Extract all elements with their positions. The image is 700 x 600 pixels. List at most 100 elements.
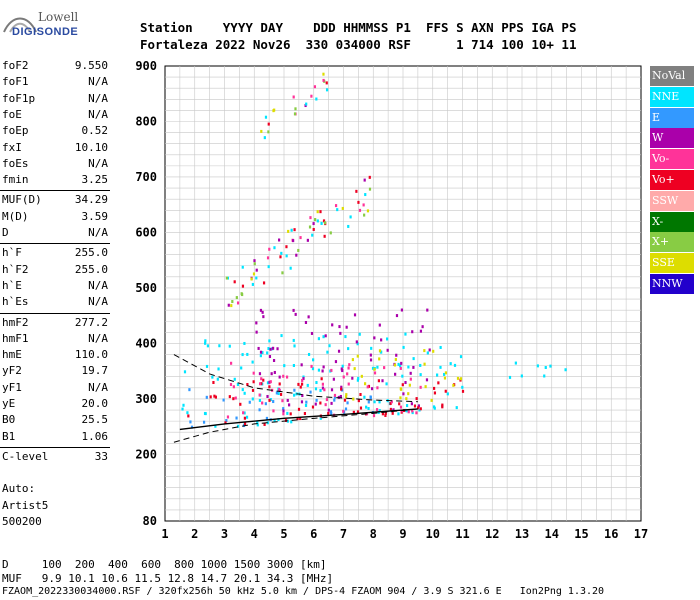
echo-point	[325, 398, 329, 402]
echo-point	[251, 360, 254, 364]
y-tick-label: 200	[135, 447, 157, 461]
echo-point	[436, 373, 439, 377]
echo-point	[278, 382, 281, 386]
echo-point	[340, 367, 343, 371]
auto-version: 500200	[2, 515, 42, 528]
echo-point	[206, 344, 210, 348]
echo-point	[346, 372, 349, 376]
echo-point	[325, 88, 329, 92]
echo-point	[268, 380, 271, 384]
echo-point	[407, 410, 410, 414]
echo-point	[341, 369, 344, 373]
echo-point	[252, 272, 256, 276]
echo-point	[325, 81, 328, 85]
echo-point	[262, 378, 265, 382]
echo-point	[376, 365, 379, 369]
echo-point	[389, 401, 392, 405]
echo-point	[286, 419, 289, 423]
logo-lowell-text: Lowell	[38, 10, 79, 24]
echo-point	[373, 336, 376, 340]
param-value: 33	[94, 449, 108, 463]
echo-point	[278, 238, 281, 242]
param-name: h`Es	[2, 295, 29, 309]
echo-point	[456, 376, 460, 380]
echo-point	[378, 357, 381, 361]
echo-point	[536, 364, 539, 368]
echo-point	[302, 377, 305, 381]
x-tick-label: 13	[515, 527, 529, 541]
echo-point	[283, 364, 286, 368]
param-row: hmF2 277.2	[2, 315, 108, 331]
echo-point	[389, 407, 392, 411]
echo-point	[309, 216, 312, 220]
echo-point	[419, 407, 422, 411]
echo-point	[205, 364, 209, 368]
echo-point	[315, 398, 318, 402]
echo-point	[272, 400, 275, 404]
x-tick-label: 9	[399, 527, 406, 541]
echo-point	[339, 394, 342, 398]
y-tick-label: 900	[135, 59, 157, 73]
legend-item: NoVal	[650, 66, 694, 86]
echo-point	[452, 383, 455, 387]
param-name: hmF1	[2, 331, 29, 345]
param-value: 19.7	[81, 364, 109, 378]
echo-point	[312, 358, 315, 362]
echo-point	[301, 378, 304, 382]
echo-point	[287, 403, 291, 407]
echo-point	[278, 375, 281, 379]
echo-point	[292, 239, 295, 243]
echo-point	[260, 129, 263, 133]
echo-point	[384, 411, 387, 415]
echo-point	[292, 338, 295, 342]
profile-curve-dashed	[173, 408, 418, 443]
param-row: hmE 110.0	[2, 347, 108, 363]
echo-point	[405, 397, 408, 401]
y-tick-label: 400	[135, 336, 157, 350]
echo-point	[323, 234, 326, 238]
echo-point	[330, 388, 334, 392]
echo-point	[407, 365, 410, 369]
echo-cluster-vo	[226, 361, 422, 419]
echo-point	[386, 348, 389, 352]
echo-point	[224, 421, 227, 425]
echo-point	[214, 395, 217, 399]
echo-point	[409, 377, 412, 381]
echo-point	[266, 256, 270, 260]
echo-point	[294, 107, 297, 111]
echo-point	[256, 423, 259, 427]
echo-point	[310, 94, 313, 98]
echo-point	[329, 231, 332, 235]
echo-point	[330, 401, 333, 405]
echo-point	[277, 418, 280, 422]
echo-point	[432, 349, 435, 353]
echo-point	[304, 403, 308, 407]
echo-point	[459, 355, 463, 359]
echo-point	[321, 386, 325, 390]
echo-point	[231, 300, 234, 304]
echo-point	[293, 112, 297, 116]
echo-point	[267, 122, 270, 126]
param-value: 3.25	[81, 173, 109, 187]
echo-point	[544, 366, 547, 370]
echo-point	[286, 398, 289, 402]
echo-point	[309, 390, 312, 394]
legend-item: X+	[650, 232, 694, 253]
echo-point	[321, 369, 324, 373]
param-row: D N/A	[2, 225, 108, 241]
param-name: fmin	[2, 173, 29, 187]
echo-point	[236, 424, 240, 428]
echo-point	[280, 334, 283, 338]
echo-point	[549, 364, 552, 368]
x-tick-label: 11	[455, 527, 469, 541]
echo-point	[395, 314, 399, 318]
echo-point	[352, 397, 355, 401]
echo-point	[246, 352, 249, 356]
echo-point	[411, 411, 414, 415]
echo-point	[293, 344, 296, 348]
footer-distance-row: D 100 200 400 600 800 1000 1500 3000 [km…	[2, 558, 327, 571]
x-tick-label: 15	[574, 527, 588, 541]
echo-point	[365, 405, 368, 409]
echo-point	[380, 350, 383, 354]
echo-point	[222, 398, 225, 402]
